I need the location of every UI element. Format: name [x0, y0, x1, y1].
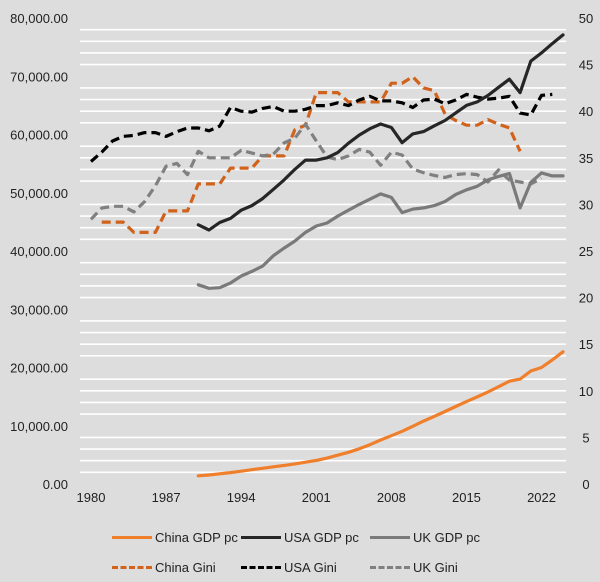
left-axis-ticks: 0.00 10,000.00 20,000.00 30,000.00 40,000.00… [10, 11, 68, 492]
legend-item-usa-gini: USA Gini [241, 560, 337, 575]
legend-swatch [112, 566, 152, 569]
series-line-usa-gdp-pc [196, 33, 565, 232]
y-tick-label: 40,000.00 [10, 244, 68, 259]
series-lines [89, 33, 565, 478]
legend-item-uk-gini: UK Gini [370, 560, 458, 575]
y-tick-label: 20,000.00 [10, 361, 68, 376]
legend-item-usa-gdp: USA GDP pc [241, 530, 359, 545]
legend-label: UK Gini [413, 560, 458, 575]
y-tick-label: 0.00 [43, 477, 68, 492]
legend-item-china-gini: China Gini [112, 560, 216, 575]
y2-tick-label: 25 [579, 244, 593, 259]
x-axis-ticks: 1980 1987 1994 2001 2008 2015 2022 [77, 490, 556, 505]
legend-item-china-gdp: China GDP pc [112, 530, 238, 545]
x-tick-label: 1994 [227, 490, 256, 505]
right-axis-ticks: 0 5 10 15 20 25 30 35 40 45 50 [579, 11, 593, 492]
legend-swatch [370, 536, 410, 539]
y-tick-label: 60,000.00 [10, 128, 68, 143]
y-tick-label: 10,000.00 [10, 419, 68, 434]
x-tick-label: 1987 [152, 490, 181, 505]
y2-tick-label: 35 [579, 151, 593, 166]
x-tick-label: 2015 [452, 490, 481, 505]
y-tick-label: 30,000.00 [10, 302, 68, 317]
y2-tick-label: 45 [579, 58, 593, 73]
y2-tick-label: 20 [579, 291, 593, 306]
legend-label: UK GDP pc [413, 530, 480, 545]
legend-item-uk-gdp: UK GDP pc [370, 530, 480, 545]
y2-tick-label: 15 [579, 337, 593, 352]
y2-tick-label: 50 [579, 11, 593, 26]
y2-tick-label: 5 [582, 430, 589, 445]
x-tick-label: 1980 [77, 490, 106, 505]
y-tick-label: 50,000.00 [10, 186, 68, 201]
legend-swatch [241, 536, 281, 539]
legend-label: USA GDP pc [284, 530, 359, 545]
series-line-china-gdp-pc [196, 350, 565, 478]
legend-label: China GDP pc [155, 530, 238, 545]
line-chart: 0.00 10,000.00 20,000.00 30,000.00 40,000.00… [10, 11, 593, 505]
series-line-uk-gdp-pc [196, 171, 565, 290]
legend-label: USA Gini [284, 560, 337, 575]
y2-tick-label: 0 [582, 477, 589, 492]
legend-label: China Gini [155, 560, 216, 575]
y-tick-label: 80,000.00 [10, 11, 68, 26]
series-line-uk-gini [89, 122, 543, 221]
series-line-usa-gini [89, 92, 553, 163]
legend-swatch [112, 536, 152, 539]
x-tick-label: 2008 [377, 490, 406, 505]
y2-tick-label: 30 [579, 197, 593, 212]
y-tick-label: 70,000.00 [10, 69, 68, 84]
x-tick-label: 2022 [527, 490, 556, 505]
gridlines [80, 28, 566, 474]
legend-swatch [370, 566, 410, 569]
legend-swatch [241, 566, 281, 569]
y2-tick-label: 40 [579, 104, 593, 119]
x-tick-label: 2001 [302, 490, 331, 505]
y2-tick-label: 10 [579, 384, 593, 399]
